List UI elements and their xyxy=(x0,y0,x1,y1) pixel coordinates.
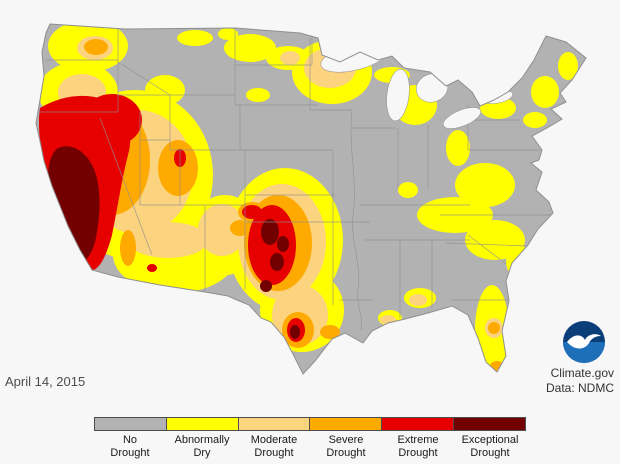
state-borders xyxy=(38,28,552,331)
legend-swatch-row xyxy=(94,417,526,431)
attribution: Climate.gov Data: NDMC xyxy=(546,366,614,396)
legend-swatch-no-drought xyxy=(95,418,166,430)
legend-label-extreme-drought: Extreme Drought xyxy=(397,434,439,459)
attribution-data-credit: Data: NDMC xyxy=(545,381,614,395)
legend-label-row: No Drought Abnormally Dry Moderate Drought Sev… xyxy=(94,431,526,460)
noaa-logo-sea xyxy=(563,342,605,363)
legend-label-severe-drought: Severe Drought xyxy=(326,434,366,459)
noaa-logo xyxy=(563,321,605,363)
us-outline-stroke xyxy=(35,23,587,375)
legend-label-exceptional-drought: Exceptional Drought xyxy=(461,434,519,459)
legend-swatch-severe-drought xyxy=(309,418,382,430)
legend-label-moderate-drought: Moderate Drought xyxy=(250,434,298,459)
legend-swatch-abnormally-dry xyxy=(165,418,238,430)
us-drought-map xyxy=(35,23,587,375)
noaa-gull-icon xyxy=(567,334,601,349)
legend-swatch-extreme-drought xyxy=(381,418,454,430)
legend-swatch-exceptional-drought xyxy=(453,418,525,430)
legend-swatch-moderate-drought xyxy=(237,418,310,430)
legend-label-no-drought: No Drought xyxy=(110,434,150,459)
map-date-label: April 14, 2015 xyxy=(5,374,86,389)
drought-legend: No Drought Abnormally Dry Moderate Drought Sev… xyxy=(94,417,526,460)
legend-label-abnormally-dry: Abnormally Dry xyxy=(174,434,230,459)
attribution-source: Climate.gov xyxy=(550,366,614,380)
